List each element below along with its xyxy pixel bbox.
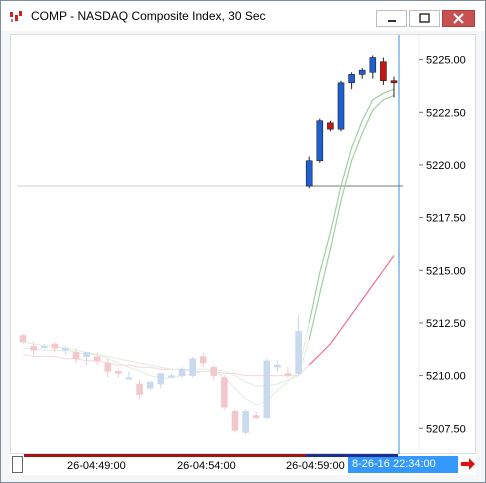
- minimize-button[interactable]: [376, 10, 407, 27]
- candle-body: [125, 377, 133, 380]
- y-tick-label: 5222.50: [426, 107, 466, 119]
- time-range-bar: [24, 454, 350, 457]
- candle-body: [104, 362, 112, 372]
- ma-slow-line: [308, 94, 395, 340]
- candle-body: [348, 74, 355, 84]
- scroll-left-box[interactable]: [12, 456, 23, 473]
- candlestick-app-icon: [10, 11, 22, 22]
- candle-body: [72, 352, 80, 360]
- candle-body: [178, 368, 186, 376]
- ma-long-line: [308, 255, 395, 366]
- candle-body: [62, 347, 69, 351]
- ma-fast-line-faded: [22, 322, 310, 406]
- y-tick-label: 5220.00: [426, 160, 466, 172]
- candle-body: [295, 331, 302, 374]
- close-icon: [453, 13, 464, 24]
- candle-body: [242, 411, 249, 433]
- candle-body: [252, 415, 260, 419]
- candle-body: [199, 356, 207, 364]
- candle-body: [136, 383, 143, 395]
- y-tick-label: 5207.50: [426, 423, 466, 435]
- ma-fast-line: [308, 88, 395, 324]
- time-range-bar-recent: [306, 454, 398, 457]
- candle-body: [40, 345, 48, 348]
- candle-body: [146, 381, 154, 389]
- y-tick-label: 5225.00: [426, 55, 466, 67]
- red-right-arrow-icon[interactable]: [459, 455, 477, 473]
- candle-body: [305, 160, 313, 187]
- candle-body: [221, 377, 228, 408]
- candle-body: [284, 373, 292, 376]
- candle-body: [327, 122, 334, 130]
- candle-body: [189, 358, 196, 376]
- y-tick-label: 5212.50: [426, 318, 466, 330]
- candle-body: [274, 364, 281, 368]
- x-tick-label: 26-04:59:00: [286, 460, 345, 472]
- candle-body: [115, 371, 122, 374]
- ma-long-line-faded: [22, 354, 310, 377]
- ma-slow-line-faded: [23, 339, 310, 387]
- candle-body: [358, 69, 366, 75]
- candlestick-chart[interactable]: 5225.00 5222.50 5220.00 5217.50 5215.00 5212.…: [11, 35, 477, 455]
- current-time-marker: [348, 456, 458, 473]
- close-button[interactable]: [442, 10, 475, 27]
- maximize-icon: [419, 13, 430, 23]
- chart-plot-area[interactable]: 5225.00 5222.50 5220.00 5217.50 5215.00 5212.…: [10, 34, 477, 455]
- candle-body: [93, 356, 101, 362]
- candle-body: [390, 80, 398, 84]
- candle-body: [19, 335, 27, 343]
- candle-body: [168, 375, 175, 378]
- window-title: COMP - NASDAQ Composite Index, 30 Sec: [31, 9, 266, 23]
- time-axis-bar[interactable]: 26-04:49:00 26-04:54:00 26-04:59:00 8-26…: [10, 454, 476, 475]
- current-time-label: 8-26-16 22:34:00: [352, 458, 436, 470]
- y-tick-label: 5215.00: [426, 265, 466, 277]
- candle-body: [157, 373, 165, 385]
- candle-body: [51, 343, 59, 349]
- candle-body: [380, 61, 387, 82]
- maximize-button[interactable]: [409, 10, 440, 27]
- candle-body: [337, 82, 345, 130]
- candle-body: [210, 366, 218, 376]
- x-tick-label: 26-04:54:00: [177, 460, 236, 472]
- candle-body: [30, 345, 37, 351]
- candle-body: [316, 120, 324, 162]
- candle-body: [263, 360, 271, 419]
- x-tick-label: 26-04:49:00: [67, 460, 126, 472]
- title-bar[interactable]: COMP - NASDAQ Composite Index, 30 Sec: [1, 1, 485, 31]
- candle-body: [231, 411, 239, 431]
- candle-body: [83, 352, 90, 357]
- minimize-icon: [388, 20, 396, 22]
- y-tick-label: 5210.00: [426, 371, 466, 383]
- candle-body: [369, 57, 377, 73]
- y-tick-label: 5217.50: [426, 213, 466, 225]
